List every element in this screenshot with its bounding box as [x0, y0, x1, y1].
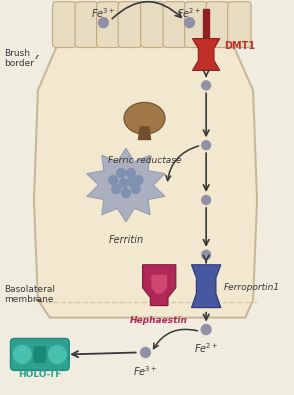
- FancyBboxPatch shape: [206, 2, 230, 47]
- FancyBboxPatch shape: [118, 2, 142, 47]
- Circle shape: [201, 325, 211, 335]
- Circle shape: [126, 169, 135, 178]
- Circle shape: [185, 18, 194, 28]
- Bar: [203, 9, 209, 39]
- Text: Ferroportin1: Ferroportin1: [224, 283, 280, 292]
- Polygon shape: [34, 28, 257, 318]
- Circle shape: [112, 184, 121, 194]
- Polygon shape: [193, 39, 220, 70]
- Circle shape: [134, 175, 143, 184]
- Circle shape: [202, 250, 211, 259]
- Circle shape: [14, 346, 31, 363]
- Text: Ferritin: Ferritin: [108, 235, 143, 245]
- Circle shape: [49, 346, 66, 363]
- FancyBboxPatch shape: [96, 2, 120, 47]
- FancyBboxPatch shape: [34, 346, 46, 363]
- FancyBboxPatch shape: [141, 2, 164, 47]
- Circle shape: [141, 348, 151, 357]
- FancyBboxPatch shape: [11, 339, 69, 371]
- Polygon shape: [138, 126, 151, 140]
- FancyBboxPatch shape: [163, 2, 187, 47]
- Circle shape: [202, 81, 211, 90]
- Polygon shape: [143, 265, 176, 306]
- Circle shape: [120, 179, 128, 188]
- Circle shape: [202, 196, 211, 205]
- Circle shape: [127, 178, 136, 186]
- Text: Hephaestin: Hephaestin: [130, 316, 188, 325]
- Text: Fe$^{2+}$: Fe$^{2+}$: [194, 342, 218, 355]
- Ellipse shape: [124, 102, 165, 134]
- FancyBboxPatch shape: [75, 2, 98, 47]
- Circle shape: [117, 169, 126, 178]
- Text: HOLO-TF: HOLO-TF: [18, 371, 61, 379]
- Text: Fe$^{3+}$: Fe$^{3+}$: [91, 6, 116, 19]
- Text: Fe$^{3+}$: Fe$^{3+}$: [133, 365, 158, 378]
- Circle shape: [121, 188, 130, 198]
- Polygon shape: [87, 148, 165, 222]
- Circle shape: [98, 18, 108, 28]
- Text: DMT1: DMT1: [224, 41, 255, 51]
- Text: Fe$^{2+}$: Fe$^{2+}$: [177, 6, 202, 19]
- Polygon shape: [151, 275, 167, 293]
- Circle shape: [202, 141, 211, 150]
- FancyBboxPatch shape: [53, 2, 76, 47]
- Circle shape: [131, 184, 140, 194]
- Polygon shape: [191, 265, 221, 308]
- FancyBboxPatch shape: [228, 2, 251, 47]
- FancyBboxPatch shape: [185, 2, 208, 47]
- Circle shape: [109, 175, 118, 184]
- Text: Ferric reductase: Ferric reductase: [108, 156, 181, 165]
- Text: Basolateral
membrane: Basolateral membrane: [4, 285, 55, 305]
- Text: Brush
border: Brush border: [4, 49, 34, 68]
